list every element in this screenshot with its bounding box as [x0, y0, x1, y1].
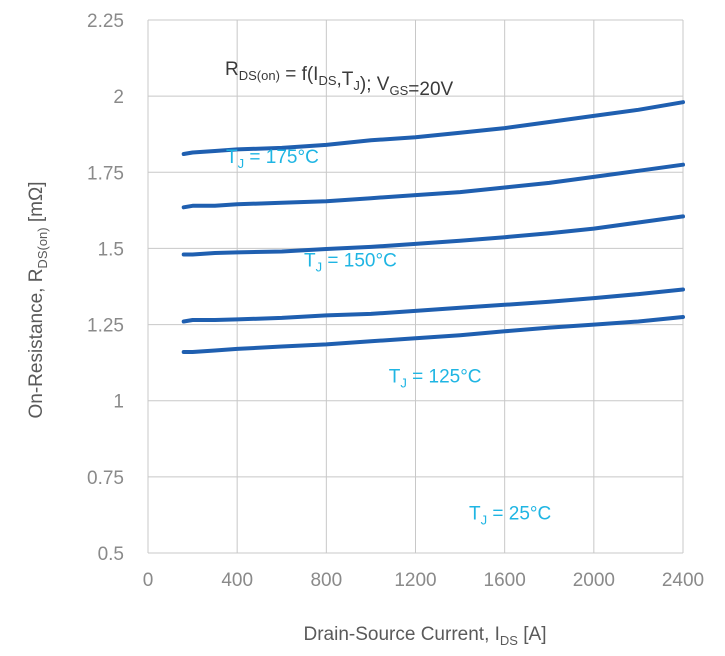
y-tick-label: 1.25: [87, 316, 124, 337]
y-tick-label: 1: [113, 392, 124, 413]
temperature-label: TJ = 175°C: [226, 147, 319, 171]
x-tick-label: 400: [221, 570, 253, 591]
y-tick-label: 0.75: [87, 468, 124, 489]
x-tick-label: 2400: [662, 570, 704, 591]
temperature-label: TJ = 125°C: [389, 366, 482, 390]
y-axis-ticks: 0.5 0.75 1 1.25 1.5 1.75 2 2.25: [87, 11, 124, 565]
series-line-2: [181, 162, 685, 210]
grid: [147, 19, 684, 554]
temperature-annotations: TJ = 175°C TJ = 150°C TJ = 125°C TJ = 25°C: [226, 147, 551, 527]
x-tick-label: 2000: [573, 570, 615, 591]
x-axis-title: Drain-Source Current, IDS [A]: [304, 624, 547, 648]
x-tick-label: 1600: [484, 570, 526, 591]
y-axis-title: On-Resistance, RDS(on) [mΩ]: [26, 181, 50, 418]
series-line-5: [181, 315, 685, 354]
y-tick-label: 2.25: [87, 11, 124, 32]
series-line-4: [181, 287, 685, 324]
y-tick-label: 1.75: [87, 163, 124, 184]
series-line-1: [181, 100, 685, 156]
y-tick-label: 2: [113, 87, 124, 108]
x-axis-ticks: 0 400 800 1200 1600 2000 2400: [143, 570, 704, 591]
x-tick-label: 0: [143, 570, 154, 591]
y-tick-label: 1.5: [98, 239, 124, 260]
series-group: [181, 100, 685, 354]
x-tick-label: 1200: [394, 570, 436, 591]
y-tick-label: 0.5: [98, 544, 124, 565]
temperature-label: TJ = 25°C: [469, 503, 551, 527]
x-tick-label: 800: [310, 570, 342, 591]
series-line-3: [181, 214, 685, 257]
temperature-label: TJ = 150°C: [304, 251, 397, 275]
chart-formula-label: RDS(on) = f(IDS,TJ); VGS=20V: [225, 59, 454, 100]
